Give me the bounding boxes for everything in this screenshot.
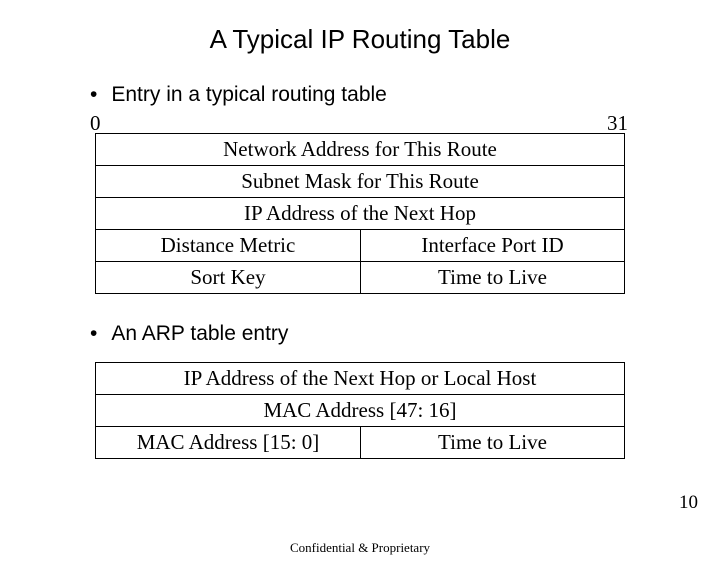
cell-arp-ip: IP Address of the Next Hop or Local Host [96, 363, 624, 394]
arp-table: IP Address of the Next Hop or Local Host… [95, 362, 625, 459]
cell-arp-mac-high: MAC Address [47: 16] [96, 395, 624, 426]
cell-arp-mac-low: MAC Address [15: 0] [96, 427, 360, 458]
table-row: Distance Metric Interface Port ID [96, 229, 624, 261]
cell-network-address: Network Address for This Route [96, 134, 624, 165]
cell-ttl: Time to Live [360, 262, 624, 293]
cell-arp-ttl: Time to Live [360, 427, 624, 458]
table-row: MAC Address [47: 16] [96, 394, 624, 426]
cell-interface-port: Interface Port ID [360, 230, 624, 261]
cell-distance-metric: Distance Metric [96, 230, 360, 261]
page-number: 10 [679, 492, 698, 514]
table-row: IP Address of the Next Hop [96, 197, 624, 229]
table-row: Network Address for This Route [96, 134, 624, 165]
bullet-arp: An ARP table entry [90, 322, 720, 346]
cell-sort-key: Sort Key [96, 262, 360, 293]
slide-title: A Typical IP Routing Table [0, 24, 720, 55]
bullet-routing: Entry in a typical routing table [90, 83, 720, 107]
cell-next-hop: IP Address of the Next Hop [96, 198, 624, 229]
table-row: IP Address of the Next Hop or Local Host [96, 363, 624, 394]
cell-subnet-mask: Subnet Mask for This Route [96, 166, 624, 197]
table-row: MAC Address [15: 0] Time to Live [96, 426, 624, 458]
routing-table: Network Address for This Route Subnet Ma… [95, 133, 625, 294]
bit-label-31: 31 [607, 111, 628, 136]
table-row: Sort Key Time to Live [96, 261, 624, 293]
bit-width-labels: 0 31 [95, 111, 625, 133]
bit-label-0: 0 [90, 111, 101, 136]
table-row: Subnet Mask for This Route [96, 165, 624, 197]
footer-text: Confidential & Proprietary [0, 540, 720, 556]
